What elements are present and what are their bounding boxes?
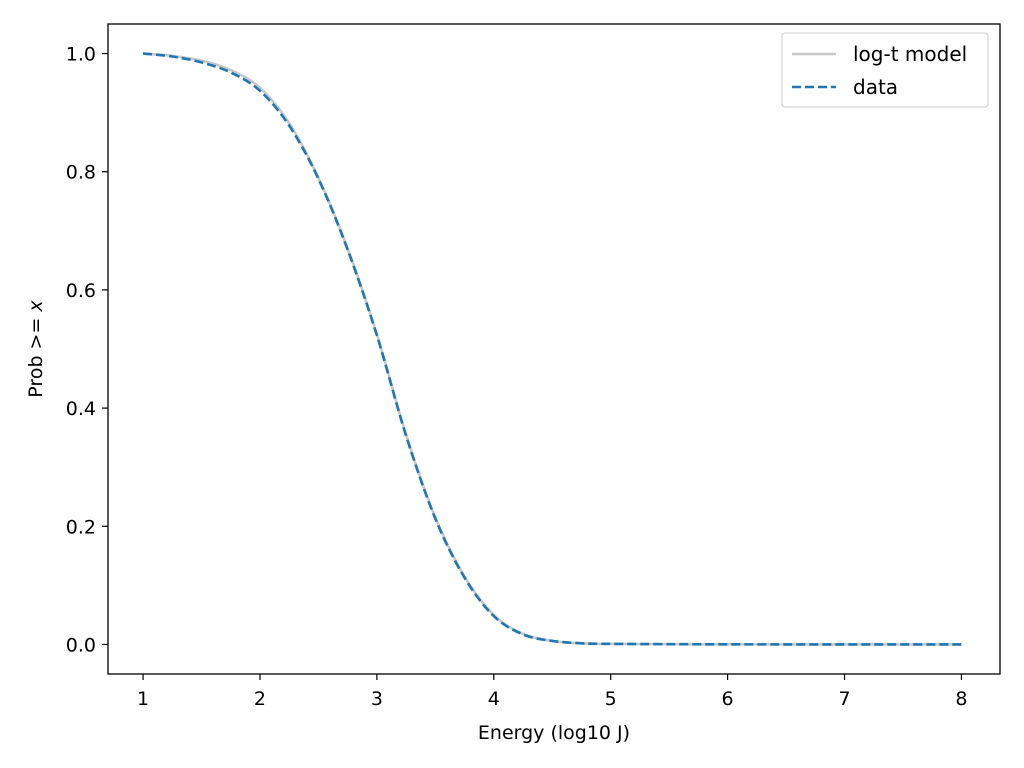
series-layer	[142, 52, 962, 646]
y-tick-label: 0.6	[66, 280, 96, 302]
y-axis-label-prefix: Prob >=	[25, 312, 47, 398]
y-tick-label: 0.2	[66, 516, 96, 538]
y-axis-label: Prob >= x	[25, 300, 47, 398]
y-tick-label: 0.4	[66, 398, 96, 420]
x-axis-label: Energy (log10 J)	[478, 722, 630, 744]
y-axis-ticks: 0.0 0.2 0.4 0.6 0.8 1.0	[66, 44, 108, 656]
legend-label-log-t-model: log-t model	[853, 42, 967, 66]
x-tick-label: 1	[137, 688, 149, 710]
series-line-data	[142, 52, 962, 646]
legend-label-data: data	[853, 75, 898, 99]
legend-box	[781, 32, 989, 108]
y-axis-label-variable: x	[25, 300, 47, 313]
y-tick-label: 0.8	[66, 162, 96, 184]
x-tick-label: 2	[254, 688, 266, 710]
x-tick-label: 7	[838, 688, 850, 710]
x-tick-label: 3	[371, 688, 383, 710]
legend: log-t model data	[781, 32, 989, 108]
x-tick-label: 4	[488, 688, 500, 710]
x-axis-ticks: 1 2 3 4 5 6 7 8	[137, 674, 967, 710]
y-tick-label: 1.0	[66, 44, 96, 66]
x-tick-label: 8	[955, 688, 967, 710]
x-tick-label: 6	[722, 688, 734, 710]
y-tick-label: 0.0	[66, 634, 96, 656]
x-tick-label: 5	[605, 688, 617, 710]
axes-frame	[107, 23, 1001, 675]
